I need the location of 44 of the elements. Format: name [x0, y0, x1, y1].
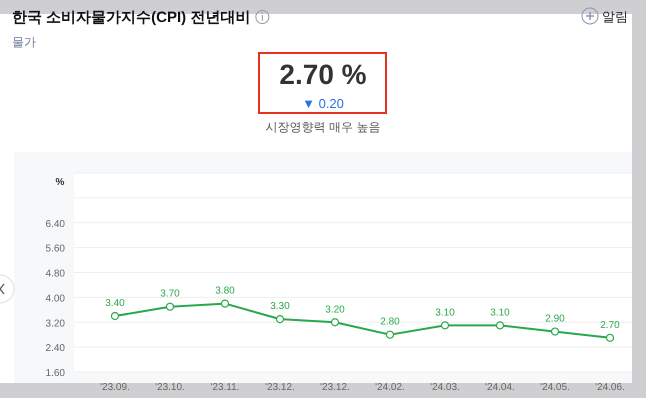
text: 2.70 % — [279, 59, 367, 90]
y-tick-label: 1.60 — [46, 368, 66, 379]
point — [440, 321, 450, 330]
y-tick-label: 3.20 — [46, 318, 66, 330]
data-label: 3.20 — [325, 304, 346, 316]
point — [276, 315, 284, 324]
chart-subtitle: 물가 — [12, 35, 36, 49]
chart-title: 한국 소비자물가지수(CPI) 전년대비 — [12, 9, 250, 26]
x-tick-label: '24.02. — [375, 382, 405, 393]
point — [606, 334, 614, 342]
data-label: 3.70 — [160, 288, 180, 300]
text: 시장영향력 매우 높음 — [266, 120, 380, 134]
data-label: 3.40 — [105, 298, 126, 310]
x-tick-label: '24.04. — [485, 382, 515, 393]
x-tick-label: '24.03. — [430, 382, 460, 393]
data-label: 3.80 — [215, 286, 236, 297]
point — [496, 321, 504, 330]
y-axis-title: % — [56, 177, 65, 188]
x-tick-label: '23.10. — [155, 382, 185, 393]
data-label: 3.30 — [270, 301, 290, 312]
x-tick-label: '23.09. — [100, 382, 130, 393]
point — [330, 318, 340, 326]
data-label: 2.70 — [600, 320, 620, 331]
y-tick-label: 4.00 — [46, 293, 66, 304]
y-tick-label: 6.40 — [46, 218, 66, 230]
data-label: 2.80 — [380, 316, 400, 328]
text: 알림 — [602, 9, 628, 24]
x-tick-label: '23.12. — [320, 382, 350, 393]
point — [166, 302, 174, 311]
text: ▼ 0.20 — [302, 96, 344, 111]
y-tick-label: 5.60 — [46, 244, 66, 255]
point — [220, 299, 230, 308]
data-label: 3.10 — [490, 307, 510, 318]
x-tick-label: '24.05. — [540, 382, 570, 393]
x-tick-label: '23.12. — [265, 382, 295, 393]
point — [550, 327, 560, 336]
y-tick-label: 2.40 — [46, 343, 66, 354]
data-label: 2.90 — [545, 314, 566, 325]
x-tick-label: '24.06. — [595, 382, 625, 393]
point — [110, 312, 120, 320]
point — [386, 330, 394, 339]
data-label: 3.10 — [435, 307, 456, 318]
y-tick-label: 4.80 — [46, 268, 66, 280]
x-tick-label: '23.11. — [210, 382, 240, 393]
